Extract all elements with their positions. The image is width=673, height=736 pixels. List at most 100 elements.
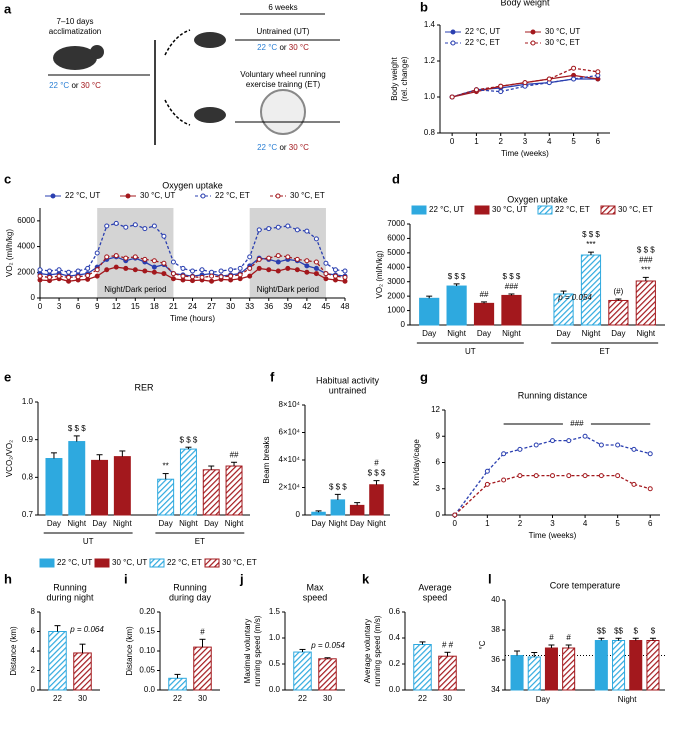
y-tick-label: 0.15 — [139, 627, 155, 636]
legend-label: 30 °C, ET — [222, 558, 257, 567]
y-axis-label: Maximal voluntary — [243, 619, 252, 683]
bar — [349, 504, 365, 516]
legend-swatch — [411, 205, 427, 215]
bar — [48, 631, 67, 691]
significance: ## — [230, 450, 239, 459]
x-tick-label: 22 — [418, 694, 427, 703]
mouse-icon — [194, 107, 226, 123]
bar — [193, 646, 212, 691]
point — [275, 259, 281, 265]
point — [582, 433, 588, 439]
x-tick-label: Day — [92, 519, 106, 528]
point — [199, 267, 205, 273]
significance: (#) — [613, 287, 623, 296]
x-tick-label: 36 — [264, 302, 273, 311]
y-tick-label: 6 — [436, 458, 441, 467]
significance: ### — [505, 282, 519, 291]
point — [218, 268, 224, 274]
point — [151, 264, 157, 270]
y-tick-label: 7000 — [387, 219, 405, 228]
point — [170, 276, 176, 282]
significance: $ $ $ — [582, 230, 600, 239]
text: 22 °C — [257, 143, 277, 152]
point — [546, 76, 552, 82]
point — [294, 227, 300, 233]
y-tick-label: 0.5 — [269, 659, 281, 668]
significance: $ $ $ — [448, 272, 466, 281]
x-tick-label: 22 — [173, 694, 182, 703]
legend-marker — [450, 29, 456, 35]
bar — [179, 448, 197, 516]
point — [615, 473, 621, 479]
x-tick-label: 1 — [485, 519, 490, 528]
x-tick-label: Night — [113, 519, 132, 528]
x-tick-label: 0 — [450, 137, 455, 146]
text: 7–10 days — [57, 17, 94, 26]
point — [313, 259, 319, 265]
bar — [91, 459, 109, 516]
point — [123, 224, 129, 230]
point — [123, 265, 129, 271]
x-tick-label: 24 — [188, 302, 197, 311]
legend-label: 30 °C, ET — [545, 38, 580, 47]
bar — [510, 655, 524, 691]
temperature: 22 °C or 30 °C — [49, 81, 101, 90]
legend-swatch — [39, 558, 55, 568]
y-axis-label: running speed (m/s) — [253, 615, 262, 686]
y-tick-label: 0.10 — [139, 646, 155, 655]
point — [484, 481, 490, 487]
legend-swatch — [600, 205, 616, 215]
significance: # — [200, 627, 205, 636]
chart-title: Habitual activity — [316, 375, 380, 385]
bar — [113, 456, 131, 516]
x-tick-label: Night — [225, 519, 244, 528]
chart-title: Running — [173, 582, 207, 592]
panel-label: k — [362, 571, 370, 586]
point — [323, 260, 329, 266]
y-tick-label: 38 — [491, 625, 500, 634]
y-tick-label: 0.05 — [139, 666, 155, 675]
text: or — [277, 143, 289, 152]
group-label: UT — [83, 537, 94, 546]
point — [151, 258, 157, 264]
point — [104, 254, 110, 260]
y-tick-label: 4000 — [17, 242, 35, 251]
bar — [438, 655, 457, 691]
mouse-icon — [90, 45, 104, 59]
temperature: 22 °C or 30 °C — [257, 43, 309, 52]
chart-title: untrained — [329, 385, 367, 395]
x-tick-label: Day — [477, 329, 491, 338]
point — [517, 473, 523, 479]
legend-marker — [275, 193, 281, 199]
point — [161, 271, 167, 277]
chart-title: during day — [169, 592, 212, 602]
x-tick-label: Night — [502, 329, 521, 338]
legend-swatch — [474, 205, 490, 215]
x-tick-label: 30 — [443, 694, 452, 703]
point — [94, 273, 100, 279]
point — [323, 276, 329, 282]
series-line — [454, 435, 651, 516]
point — [47, 268, 53, 274]
point — [304, 269, 310, 275]
bar — [527, 656, 541, 691]
legend-marker — [200, 193, 206, 199]
y-tick-label: 1.2 — [424, 56, 436, 65]
significance: ## — [480, 290, 489, 299]
point — [473, 87, 479, 93]
point — [294, 267, 300, 273]
legend-label: 22 °C, UT — [465, 27, 500, 36]
point — [275, 224, 281, 230]
point — [94, 267, 100, 273]
x-tick-label: Night — [447, 329, 466, 338]
bar — [612, 640, 626, 691]
point — [113, 264, 119, 270]
panel-label: c — [4, 171, 11, 186]
mouse-icon — [194, 32, 226, 48]
point — [56, 273, 62, 279]
y-tick-label: 1.0 — [22, 397, 34, 406]
y-tick-label: 0.2 — [389, 659, 401, 668]
x-tick-label: 3 — [523, 137, 528, 146]
note: p = 0.064 — [69, 625, 104, 634]
point — [498, 83, 504, 89]
